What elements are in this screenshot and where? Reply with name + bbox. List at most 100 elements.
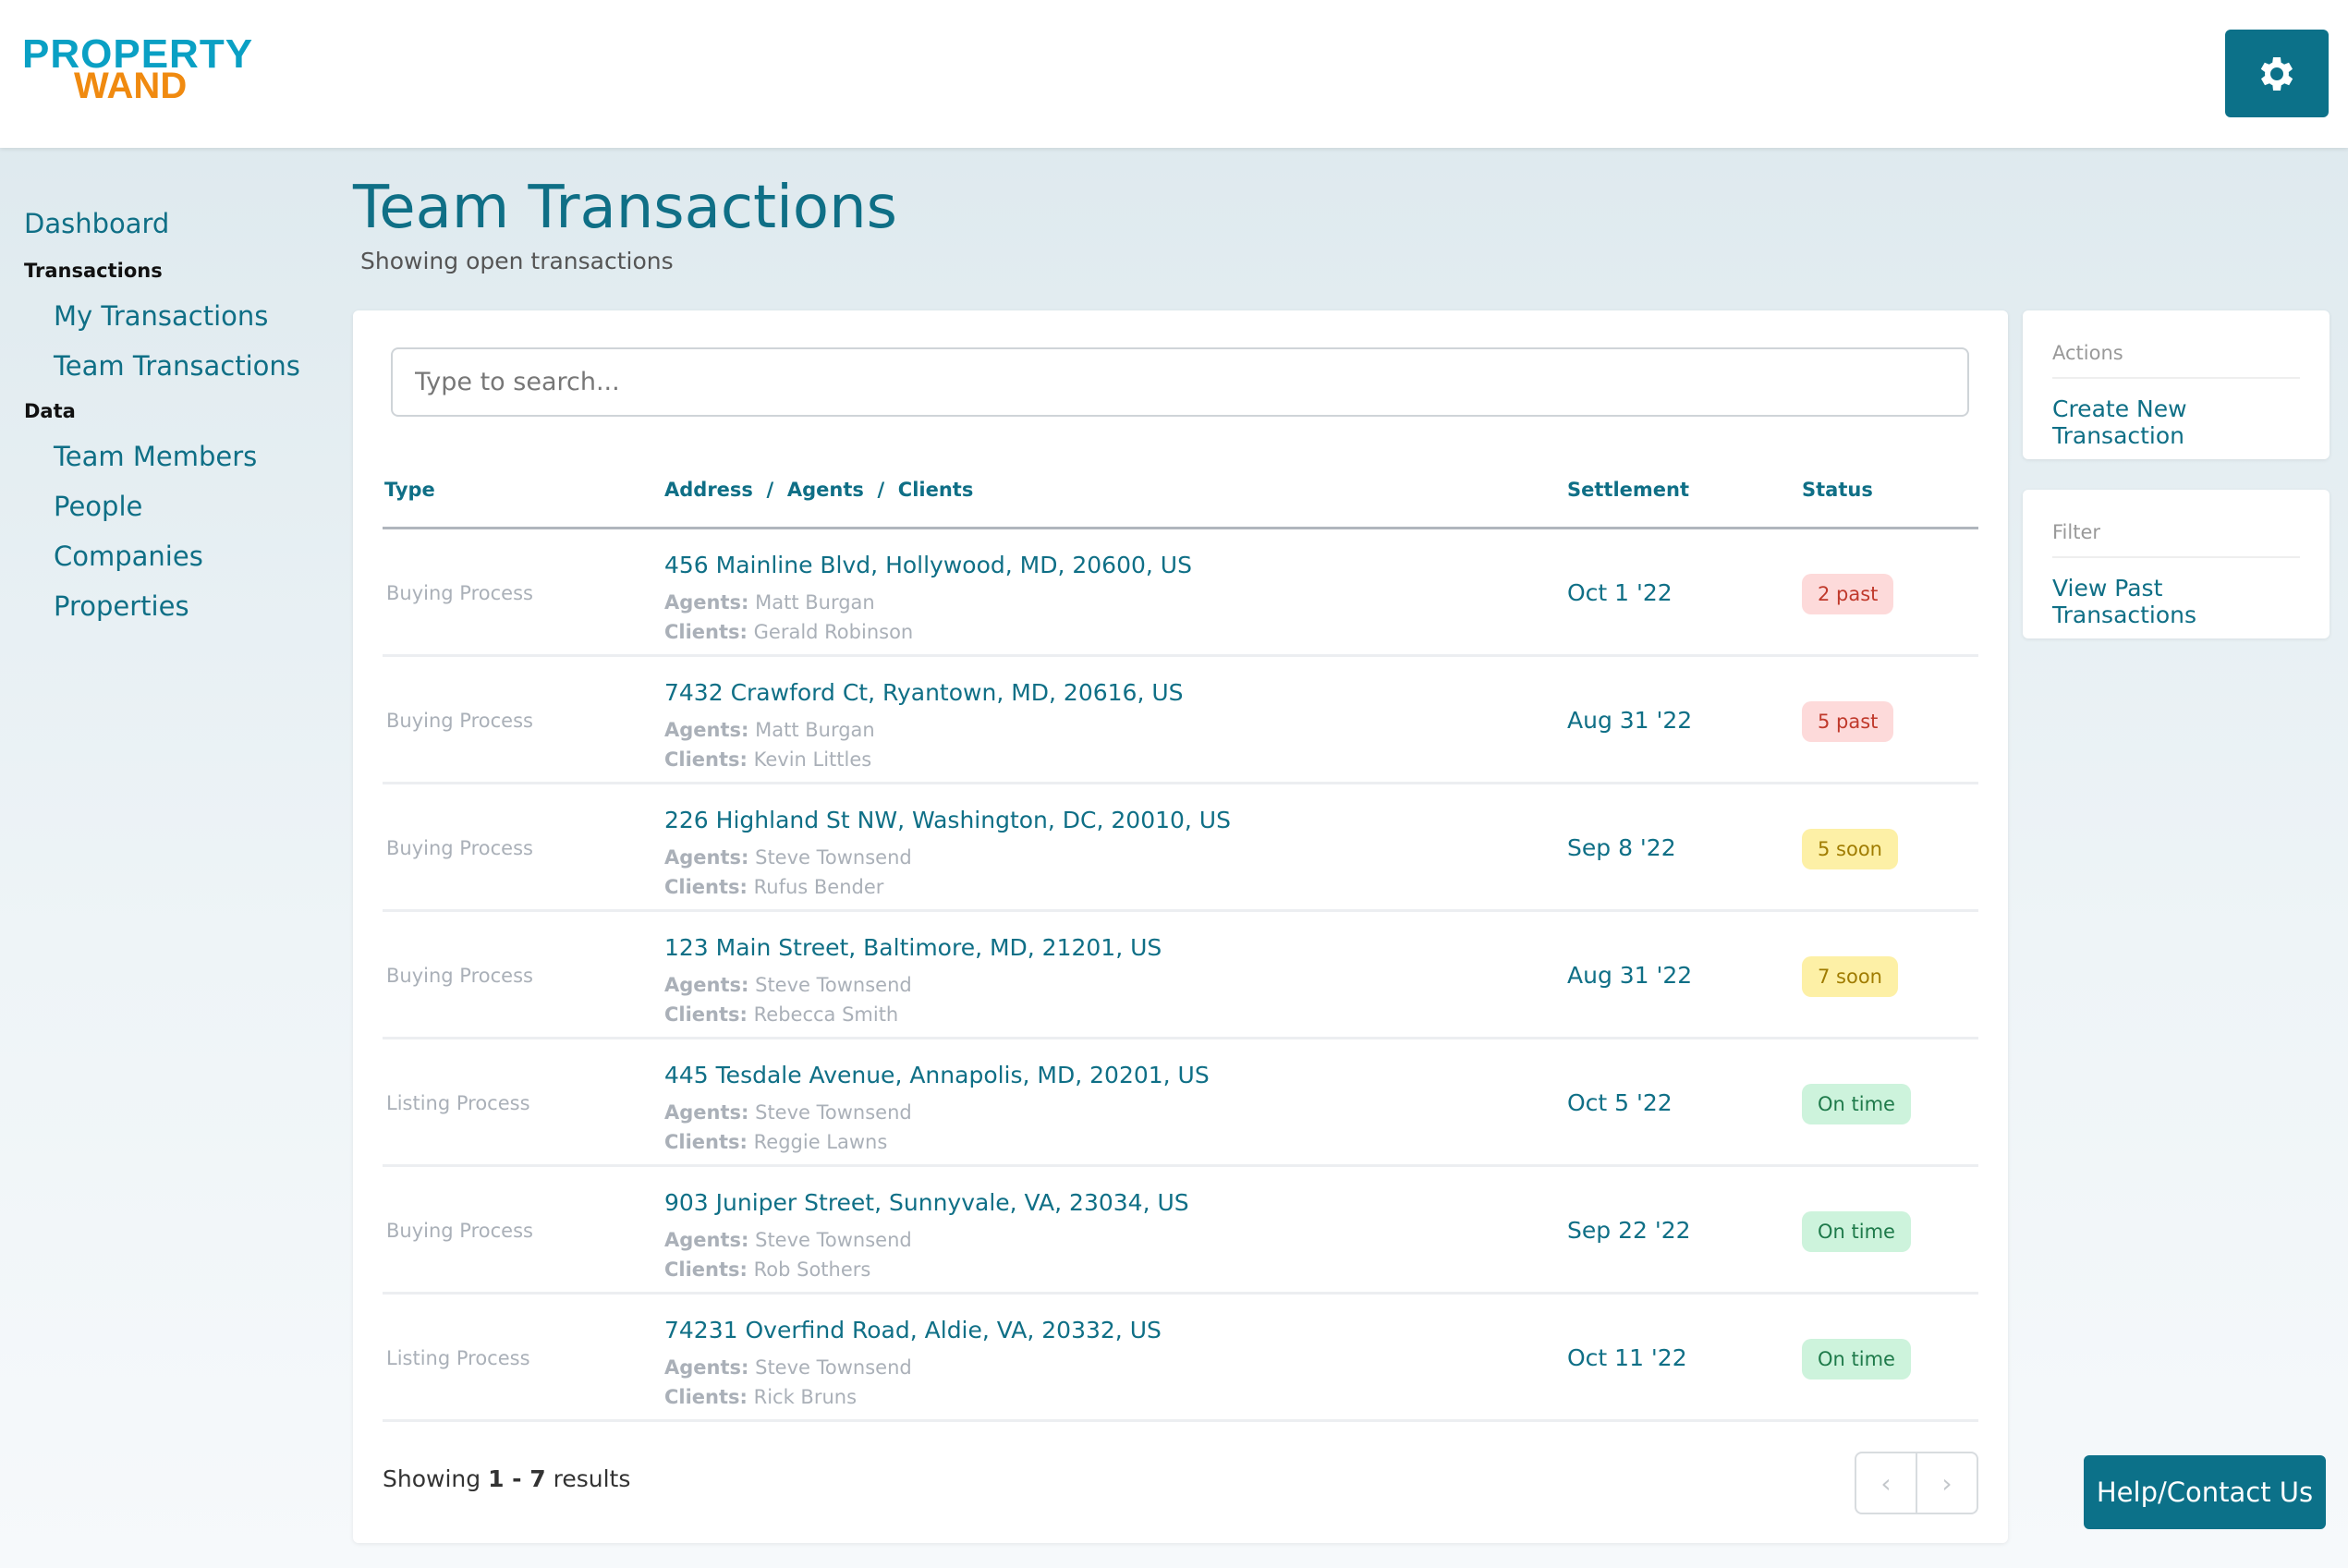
actions-card: Actions Create New Transaction xyxy=(2023,310,2330,459)
agents-line: Agents: Steve Townsend xyxy=(664,1101,912,1124)
header-divider xyxy=(383,527,1978,529)
status-badge: 5 past xyxy=(1802,701,1894,742)
address-link[interactable]: 903 Juniper Street, Sunnyvale, VA, 23034… xyxy=(664,1189,1189,1216)
logo-text-bottom: WAND xyxy=(74,66,188,106)
results-range: 1 - 7 xyxy=(488,1465,546,1492)
address-link[interactable]: 7432 Crawford Ct, Ryantown, MD, 20616, U… xyxy=(664,679,1184,706)
agents-line: Agents: Steve Townsend xyxy=(664,974,912,996)
chevron-left-icon[interactable]: ‹ xyxy=(1856,1453,1917,1513)
clients-line: Clients: Rick Bruns xyxy=(664,1386,857,1408)
transactions-card: Type Address / Agents / Clients Settleme… xyxy=(353,310,2008,1543)
clients-line: Clients: Rufus Bender xyxy=(664,876,883,898)
top-header: PROPERTY WAND xyxy=(0,0,2348,148)
header-sep: / xyxy=(766,479,774,501)
address-link[interactable]: 226 Highland St NW, Washington, DC, 2001… xyxy=(664,807,1231,833)
address-link[interactable]: 123 Main Street, Baltimore, MD, 21201, U… xyxy=(664,934,1162,961)
column-header-status[interactable]: Status xyxy=(1802,479,1873,501)
pagination: ‹ › xyxy=(1855,1452,1978,1514)
clients-value: Kevin Littles xyxy=(753,748,872,771)
clients-label: Clients: xyxy=(664,1258,748,1281)
gear-icon xyxy=(2260,56,2293,91)
agents-line: Agents: Matt Burgan xyxy=(664,719,875,741)
actions-label: Actions xyxy=(2052,310,2300,379)
settlement-date: Sep 22 '22 xyxy=(1567,1217,1691,1244)
clients-label: Clients: xyxy=(664,621,748,643)
table-row[interactable]: Listing Process 445 Tesdale Avenue, Anna… xyxy=(383,1039,1978,1167)
sidebar-item-dashboard[interactable]: Dashboard xyxy=(24,208,170,239)
agents-value: Steve Townsend xyxy=(755,846,912,869)
clients-line: Clients: Reggie Lawns xyxy=(664,1131,887,1153)
status-badge: On time xyxy=(1802,1339,1911,1380)
table-row[interactable]: Buying Process 7432 Crawford Ct, Ryantow… xyxy=(383,657,1978,784)
search-input[interactable] xyxy=(391,347,1969,417)
sidebar-item-team-members[interactable]: Team Members xyxy=(54,441,258,472)
header-sep: / xyxy=(877,479,885,501)
header-clients: Clients xyxy=(897,479,974,501)
filter-label: Filter xyxy=(2052,490,2300,558)
agents-line: Agents: Steve Townsend xyxy=(664,1356,912,1379)
results-prefix: Showing xyxy=(383,1465,481,1492)
help-contact-button[interactable]: Help/Contact Us xyxy=(2084,1455,2326,1529)
column-header-address[interactable]: Address / Agents / Clients xyxy=(664,479,973,501)
clients-label: Clients: xyxy=(664,876,748,898)
clients-value: Rob Sothers xyxy=(753,1258,871,1281)
results-suffix: results xyxy=(553,1465,631,1492)
sidebar-item-my-transactions[interactable]: My Transactions xyxy=(54,300,269,332)
agents-line: Agents: Steve Townsend xyxy=(664,1229,912,1251)
clients-value: Reggie Lawns xyxy=(753,1131,888,1153)
clients-line: Clients: Gerald Robinson xyxy=(664,621,913,643)
table-row[interactable]: Buying Process 226 Highland St NW, Washi… xyxy=(383,784,1978,912)
clients-label: Clients: xyxy=(664,1386,748,1408)
status-badge: On time xyxy=(1802,1084,1911,1124)
agents-value: Steve Townsend xyxy=(755,1356,912,1379)
column-header-settlement[interactable]: Settlement xyxy=(1567,479,1689,501)
settlement-date: Oct 5 '22 xyxy=(1567,1089,1673,1116)
agents-value: Steve Townsend xyxy=(755,1229,912,1251)
agents-value: Steve Townsend xyxy=(755,1101,912,1124)
transaction-type: Buying Process xyxy=(386,1220,533,1242)
sidebar-item-properties[interactable]: Properties xyxy=(54,590,189,622)
sidebar-section-data: Data xyxy=(24,400,76,422)
agents-label: Agents: xyxy=(664,846,749,869)
create-transaction-link[interactable]: Create New Transaction xyxy=(2052,395,2187,449)
header-address: Address xyxy=(664,479,753,501)
view-past-transactions-link[interactable]: View Past Transactions xyxy=(2052,575,2197,628)
agents-value: Steve Townsend xyxy=(755,974,912,996)
settlement-date: Aug 31 '22 xyxy=(1567,962,1693,989)
transaction-type: Buying Process xyxy=(386,710,533,732)
clients-label: Clients: xyxy=(664,748,748,771)
agents-label: Agents: xyxy=(664,1229,749,1251)
table-row[interactable]: Buying Process 123 Main Street, Baltimor… xyxy=(383,912,1978,1039)
address-link[interactable]: 456 Mainline Blvd, Hollywood, MD, 20600,… xyxy=(664,552,1192,578)
agents-label: Agents: xyxy=(664,719,749,741)
agents-label: Agents: xyxy=(664,1101,749,1124)
sidebar-item-people[interactable]: People xyxy=(54,491,143,522)
sidebar-section-transactions: Transactions xyxy=(24,260,163,282)
chevron-right-icon[interactable]: › xyxy=(1941,1467,1953,1499)
table-row[interactable]: Listing Process 74231 Overfind Road, Ald… xyxy=(383,1295,1978,1422)
clients-label: Clients: xyxy=(664,1003,748,1026)
address-link[interactable]: 445 Tesdale Avenue, Annapolis, MD, 20201… xyxy=(664,1062,1210,1088)
clients-line: Clients: Rebecca Smith xyxy=(664,1003,898,1026)
agents-value: Matt Burgan xyxy=(755,719,875,741)
clients-line: Clients: Kevin Littles xyxy=(664,748,871,771)
agents-label: Agents: xyxy=(664,1356,749,1379)
clients-value: Gerald Robinson xyxy=(753,621,914,643)
logo[interactable]: PROPERTY WAND xyxy=(22,34,253,106)
status-badge: On time xyxy=(1802,1211,1911,1252)
page-title: Team Transactions xyxy=(353,174,897,242)
column-header-type[interactable]: Type xyxy=(384,479,435,501)
table-row[interactable]: Buying Process 903 Juniper Street, Sunny… xyxy=(383,1167,1978,1295)
settings-button[interactable] xyxy=(2225,30,2329,117)
table-row[interactable]: Buying Process 456 Mainline Blvd, Hollyw… xyxy=(383,529,1978,657)
settlement-date: Sep 8 '22 xyxy=(1567,834,1676,861)
sidebar-item-team-transactions[interactable]: Team Transactions xyxy=(54,350,300,382)
address-link[interactable]: 74231 Overfind Road, Aldie, VA, 20332, U… xyxy=(664,1317,1162,1343)
clients-line: Clients: Rob Sothers xyxy=(664,1258,870,1281)
transaction-type: Listing Process xyxy=(386,1347,530,1369)
clients-value: Rick Bruns xyxy=(753,1386,858,1408)
settlement-date: Oct 1 '22 xyxy=(1567,579,1673,606)
sidebar-item-companies[interactable]: Companies xyxy=(54,541,203,572)
agents-label: Agents: xyxy=(664,591,749,614)
settlement-date: Aug 31 '22 xyxy=(1567,707,1693,734)
